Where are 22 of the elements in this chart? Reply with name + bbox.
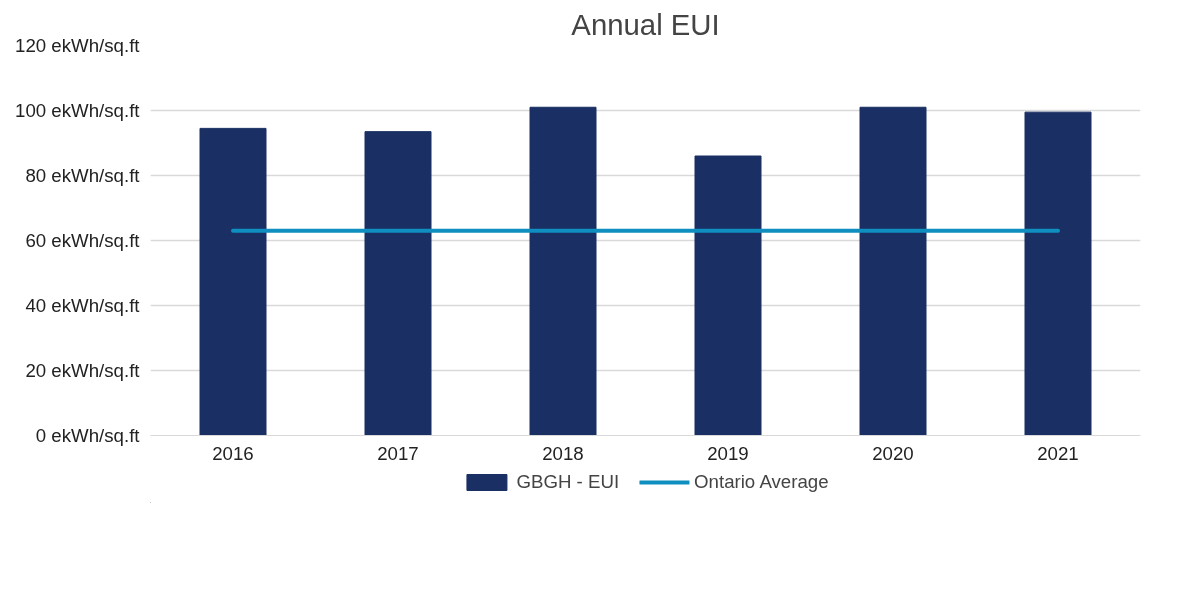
x-tick-label: 2021 xyxy=(1037,442,1079,464)
bar xyxy=(859,106,927,436)
y-tick-label: 100 ekWh/sq.ft xyxy=(15,100,141,121)
x-tick-label: 2019 xyxy=(707,442,749,464)
y-tick-label: 80 ekWh/sq.ft xyxy=(25,165,141,186)
bar xyxy=(1024,111,1092,436)
legend-label: Ontario Average xyxy=(694,471,829,493)
y-tick-label: 20 ekWh/sq.ft xyxy=(25,360,141,381)
bar xyxy=(364,131,432,436)
legend-label: GBGH - EUI xyxy=(516,471,620,493)
y-tick-label: 120 ekWh/sq.ft xyxy=(15,35,141,56)
x-tick-label: 2020 xyxy=(872,442,914,464)
x-tick-label: 2016 xyxy=(212,442,254,464)
y-tick-label: 0 ekWh/sq.ft xyxy=(35,425,141,446)
bar xyxy=(199,127,267,436)
x-tick-label: 2018 xyxy=(542,442,584,464)
x-tick-label: 2017 xyxy=(377,442,419,464)
y-tick-label: 40 ekWh/sq.ft xyxy=(25,295,141,316)
bar xyxy=(694,155,762,436)
chart-title: Annual EUI xyxy=(571,7,720,41)
bar xyxy=(529,106,597,436)
y-tick-label: 60 ekWh/sq.ft xyxy=(25,230,141,251)
